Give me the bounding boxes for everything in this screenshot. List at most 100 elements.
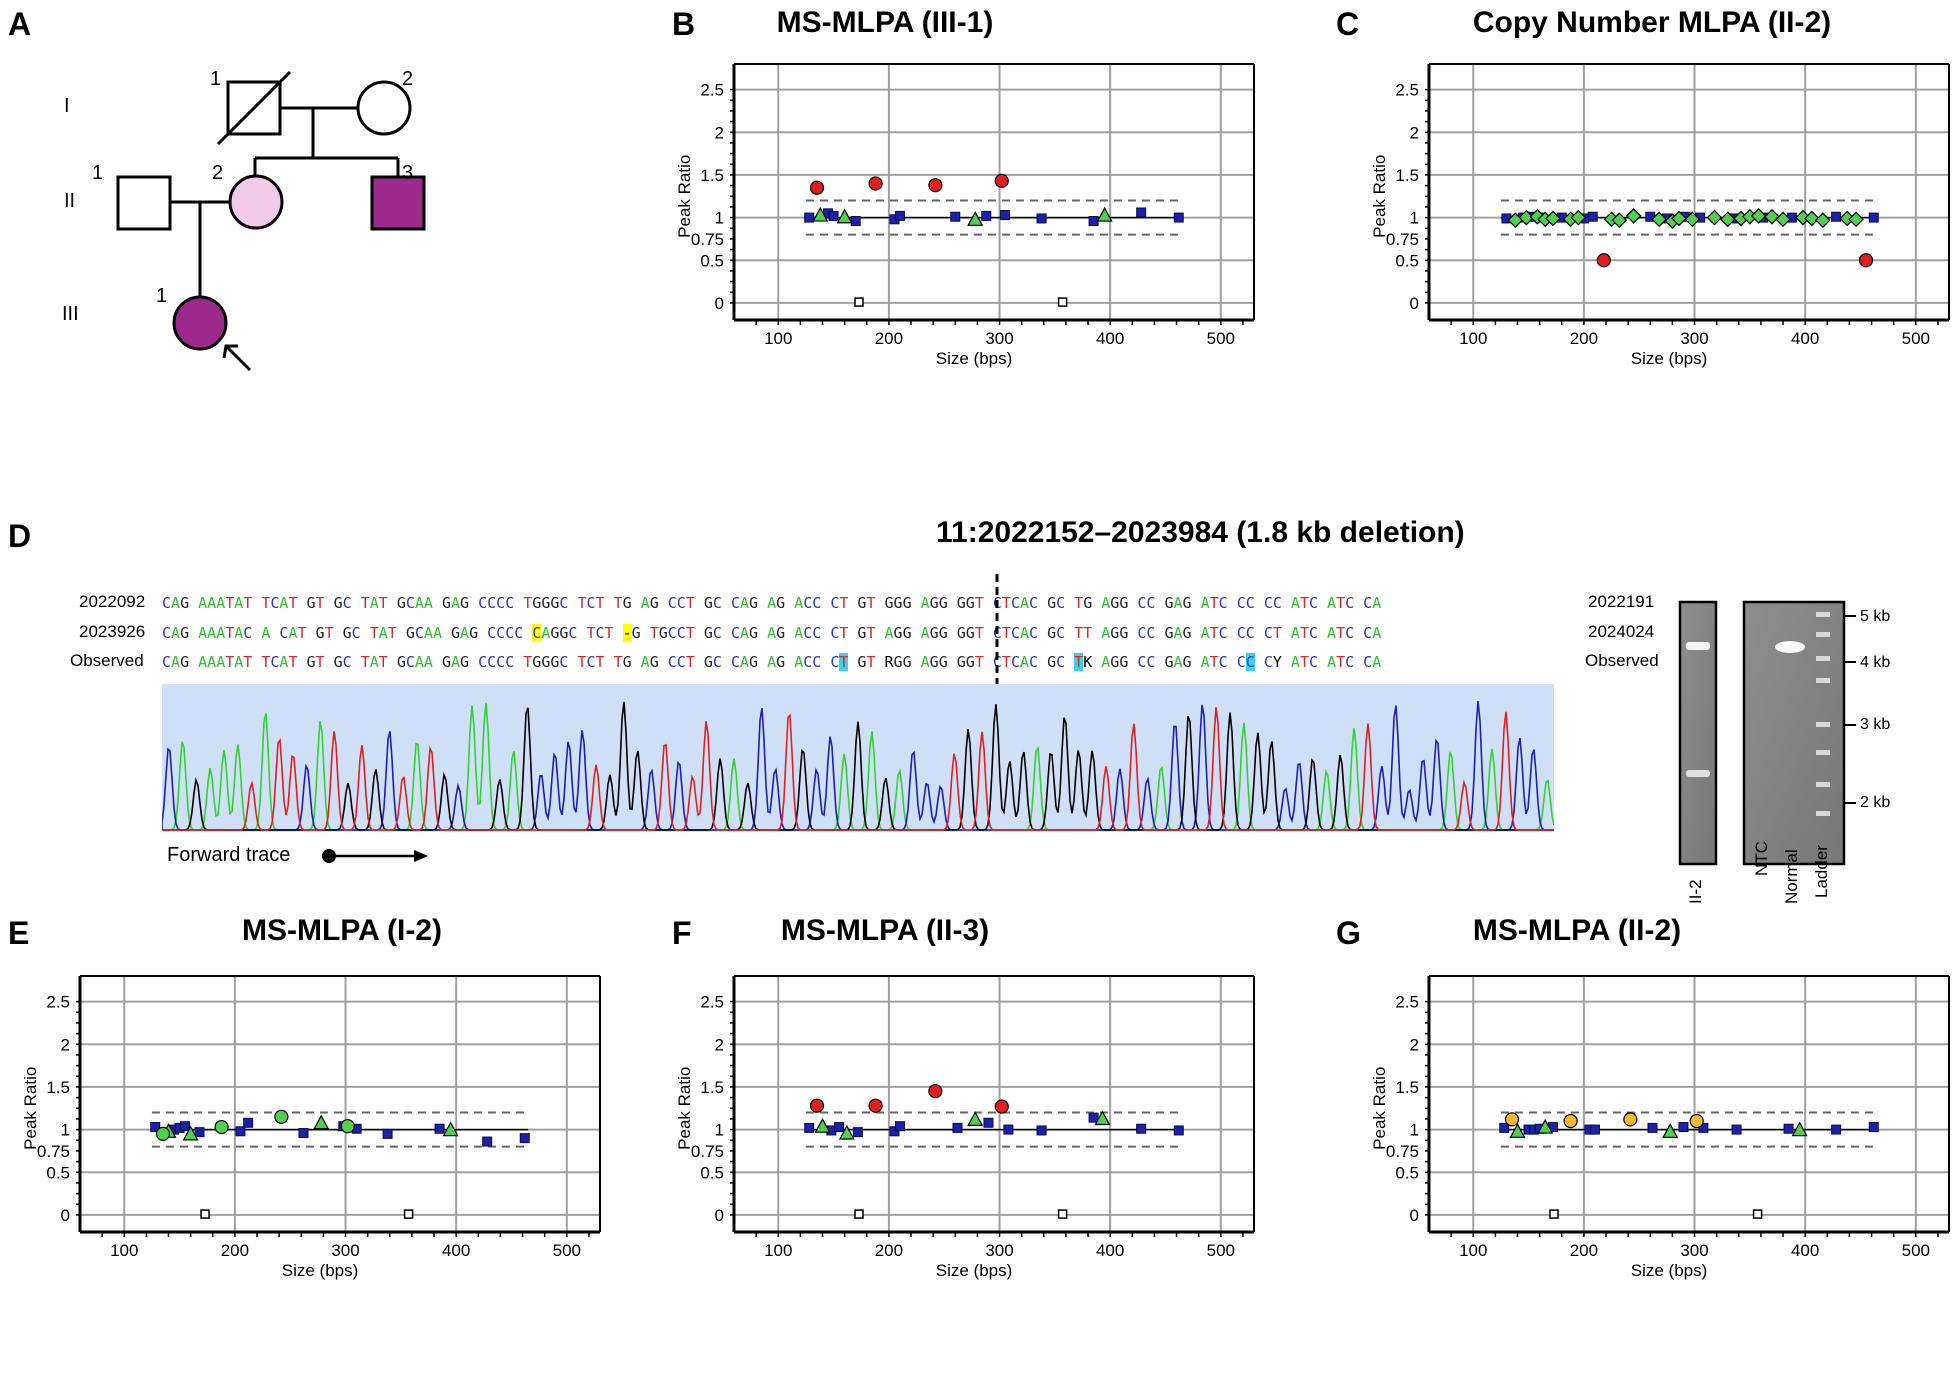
base: A — [1019, 653, 1029, 671]
base: G — [929, 653, 939, 671]
data-point-square — [804, 1122, 815, 1133]
base: T — [225, 594, 235, 612]
base — [632, 653, 641, 671]
base: T — [974, 594, 984, 612]
base — [785, 594, 794, 612]
base — [948, 594, 957, 612]
base — [695, 653, 704, 671]
sequence-title: 11:2022152–2023984 (1.8 kb deletion) — [936, 516, 1465, 549]
base: T — [1001, 653, 1011, 671]
seq-row-1-right-coord: 2022191 — [1588, 592, 1655, 611]
y-tick-label: 0.75 — [691, 230, 724, 249]
base — [189, 624, 198, 642]
base: A — [171, 594, 181, 612]
base: C — [992, 653, 1002, 671]
base: G — [1110, 594, 1120, 612]
base: T — [1209, 594, 1219, 612]
base: A — [234, 594, 244, 612]
data-point-diamond — [1625, 208, 1642, 224]
data-point-square — [1731, 1124, 1742, 1135]
base: A — [432, 624, 442, 642]
base: C — [487, 624, 497, 642]
base: C — [1010, 653, 1020, 671]
base: A — [216, 594, 226, 612]
base: A — [794, 624, 804, 642]
base — [912, 653, 921, 671]
base — [325, 653, 334, 671]
base: G — [550, 653, 560, 671]
base: C — [1263, 624, 1273, 642]
base — [1038, 653, 1047, 671]
x-tick-label: 100 — [764, 329, 792, 348]
y-tick-label: 0 — [1410, 1206, 1419, 1225]
base: A — [640, 594, 650, 612]
base: G — [965, 594, 975, 612]
base: T — [261, 653, 271, 671]
base: A — [1372, 653, 1382, 671]
base: T — [387, 624, 397, 642]
ladder-mark-3kb: 3 kb — [1860, 716, 1891, 733]
base: C — [830, 594, 840, 612]
base: G — [776, 653, 786, 671]
base: A — [1200, 624, 1210, 642]
base: A — [740, 624, 750, 642]
base: G — [749, 594, 759, 612]
data-point-diamond — [1719, 211, 1736, 228]
data-point-square — [1173, 1125, 1184, 1136]
x-axis-label: Size (bps) — [1631, 349, 1708, 368]
base: C — [1236, 624, 1246, 642]
data-point-diamond — [1671, 210, 1687, 227]
base: G — [956, 594, 966, 612]
base: A — [414, 594, 424, 612]
base: C — [1137, 594, 1147, 612]
x-axis-label: Size (bps) — [936, 1261, 1013, 1280]
data-point-diamond — [1545, 210, 1561, 227]
x-tick-label: 500 — [1207, 329, 1235, 348]
base: A — [198, 653, 208, 671]
y-tick-label: 2 — [1410, 123, 1419, 142]
data-point-diamond — [1764, 208, 1780, 225]
individual-number: 1 — [92, 162, 104, 184]
data-point-diamond — [1848, 211, 1864, 228]
base — [523, 624, 532, 642]
y-axis-label: Peak Ratio — [1370, 155, 1389, 238]
y-tick-label: 1.5 — [46, 1078, 70, 1097]
base: G — [306, 594, 316, 612]
base: G — [180, 653, 190, 671]
plot-area — [1429, 976, 1949, 1232]
seq-row-3-left-label: Observed — [70, 651, 144, 670]
base — [1354, 594, 1363, 612]
base: T — [297, 624, 307, 642]
y-tick-label: 0.75 — [1386, 1142, 1419, 1161]
base: G — [649, 594, 659, 612]
base: T — [839, 624, 849, 642]
base: C — [730, 594, 740, 612]
base: A — [640, 653, 650, 671]
x-axis-label: Size (bps) — [936, 349, 1013, 368]
base: T — [649, 624, 659, 642]
base: T — [360, 594, 370, 612]
data-point-triangle — [1791, 1121, 1808, 1137]
y-tick-label: 1.5 — [700, 166, 724, 185]
base — [722, 624, 731, 642]
base: C — [1345, 624, 1355, 642]
base: C — [270, 653, 280, 671]
gel-lane-label-ntc: NTC — [1752, 841, 1771, 876]
base: T — [974, 653, 984, 671]
base: A — [541, 624, 551, 642]
base: C — [243, 624, 253, 642]
x-tick-label: 200 — [221, 1241, 249, 1260]
base — [252, 594, 261, 612]
base: G — [333, 653, 343, 671]
data-point-square — [1036, 1125, 1047, 1136]
data-point-triangle — [812, 206, 829, 222]
y-tick-label: 1.5 — [700, 1078, 724, 1097]
data-point-triangle — [838, 1124, 855, 1140]
seq-row-reference: CAG AAATAT TCAT GT GC TAT GCAA GAG CCCC … — [162, 594, 1381, 612]
base: G — [1119, 624, 1129, 642]
x-axis-label: Size (bps) — [1631, 1261, 1708, 1280]
data-point-diamond — [1518, 209, 1535, 226]
base — [659, 653, 668, 671]
base: G — [559, 624, 569, 642]
plot-area — [1429, 64, 1949, 320]
